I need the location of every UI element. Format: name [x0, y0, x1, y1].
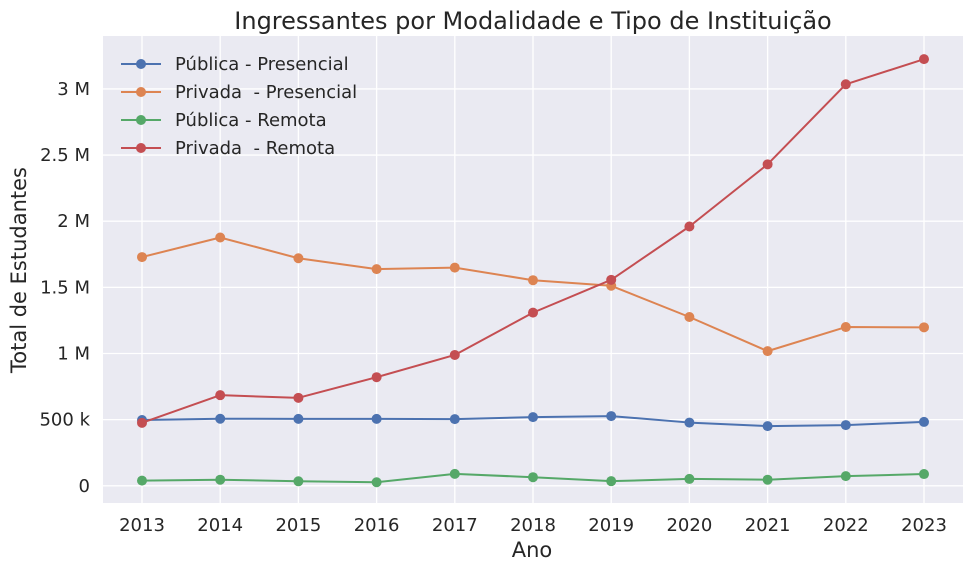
- data-point: [840, 420, 851, 431]
- legend-marker: [136, 115, 146, 125]
- y-tick-label: 1.5 M: [40, 277, 90, 298]
- x-tick-label: 2022: [823, 515, 869, 536]
- series: [137, 468, 929, 488]
- data-point: [528, 472, 538, 483]
- data-point: [371, 477, 382, 488]
- y-tick-label: 0: [79, 476, 90, 497]
- data-point: [840, 322, 851, 333]
- data-point: [449, 414, 460, 425]
- data-point: [684, 221, 695, 232]
- x-tick-label: 2018: [510, 515, 556, 536]
- data-point: [840, 471, 851, 482]
- series-group: [137, 54, 929, 488]
- legend-marker: [136, 59, 146, 69]
- x-tick-label: 2020: [666, 515, 712, 536]
- x-tick-label: 2021: [745, 515, 791, 536]
- data-point: [449, 262, 460, 273]
- x-tick-label: 2014: [197, 515, 243, 536]
- data-point: [371, 413, 382, 424]
- y-tick-label: 2.5 M: [40, 145, 90, 166]
- data-point: [762, 159, 773, 170]
- x-axis-title: Ano: [512, 538, 553, 562]
- data-point: [137, 475, 147, 486]
- data-point: [215, 413, 226, 424]
- series: [137, 411, 929, 432]
- legend: Pública - Presencial Privada - Presencial…: [121, 54, 357, 159]
- y-tick-labels: 0 500 k 1 M 1.5 M 2 M 2.5 M 3 M: [39, 79, 90, 497]
- series: [137, 232, 929, 357]
- x-tick-label: 2013: [119, 515, 165, 536]
- data-point: [293, 476, 304, 487]
- data-point: [528, 275, 538, 286]
- data-point: [919, 416, 929, 427]
- x-tick-label: 2016: [354, 515, 400, 536]
- data-point: [528, 307, 538, 318]
- y-tick-label: 2 M: [57, 211, 90, 232]
- data-point: [137, 417, 147, 428]
- data-point: [449, 468, 460, 479]
- data-point: [919, 322, 929, 333]
- legend-item: Privada - Remota: [121, 138, 335, 159]
- data-point: [215, 474, 226, 485]
- data-point: [528, 412, 538, 423]
- x-tick-label: 2023: [901, 515, 947, 536]
- legend-marker: [136, 87, 146, 97]
- data-point: [606, 274, 617, 285]
- y-tick-label: 1 M: [57, 344, 90, 365]
- data-point: [919, 469, 929, 480]
- chart-title: Ingressantes por Modalidade e Tipo de In…: [234, 7, 831, 35]
- legend-label: Privada - Presencial: [175, 82, 357, 103]
- y-tick-label: 3 M: [57, 79, 90, 100]
- series: [137, 54, 929, 428]
- x-tick-label: 2019: [588, 515, 634, 536]
- y-tick-label: 500 k: [39, 410, 90, 431]
- x-tick-labels: 2013 2014 2015 2016 2017 2018 2019 2020 2021 2022…: [119, 515, 947, 536]
- data-point: [371, 264, 382, 275]
- data-point: [762, 421, 773, 432]
- data-point: [293, 413, 304, 424]
- data-point: [137, 252, 147, 263]
- data-point: [606, 476, 617, 487]
- data-point: [606, 411, 617, 422]
- data-point: [840, 79, 851, 90]
- legend-item: Pública - Presencial: [121, 54, 349, 75]
- data-point: [293, 253, 304, 264]
- legend-label: Pública - Presencial: [175, 54, 349, 75]
- legend-item: Pública - Remota: [121, 110, 327, 131]
- data-point: [684, 311, 695, 322]
- data-point: [762, 474, 773, 485]
- x-tick-label: 2017: [432, 515, 478, 536]
- data-point: [371, 372, 382, 383]
- legend-item: Privada - Presencial: [121, 82, 357, 103]
- data-point: [215, 232, 226, 243]
- legend-label: Pública - Remota: [175, 110, 327, 131]
- x-tick-label: 2015: [275, 515, 321, 536]
- legend-marker: [136, 143, 146, 153]
- data-point: [293, 392, 304, 403]
- legend-label: Privada - Remota: [175, 138, 335, 159]
- y-axis-title: Total de Estudantes: [7, 167, 31, 374]
- data-point: [762, 346, 773, 357]
- data-point: [684, 473, 695, 484]
- data-point: [684, 417, 695, 428]
- data-point: [449, 349, 460, 360]
- data-point: [215, 390, 226, 401]
- data-point: [919, 54, 929, 65]
